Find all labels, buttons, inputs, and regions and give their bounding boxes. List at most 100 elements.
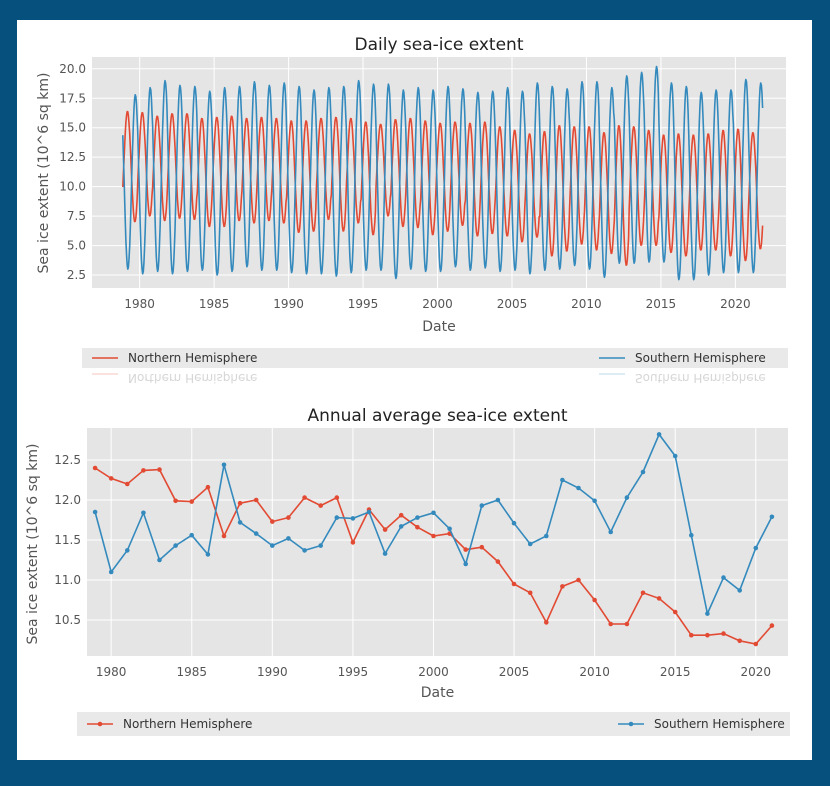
series-southern-hemisphere-point	[270, 543, 275, 548]
series-southern-hemisphere-point	[173, 543, 178, 548]
x-tick-label: 2010	[579, 665, 610, 679]
y-axis-label: Sea ice extent (10^6 sq km)	[36, 73, 52, 274]
series-southern-hemisphere-point	[527, 541, 533, 547]
legend: Northern Hemisphere Northern Hemisphere So…	[82, 348, 788, 385]
x-tick-label: 1985	[199, 297, 230, 311]
series-southern-hemisphere-point	[721, 575, 726, 580]
legend-label: Southern Hemisphere	[654, 717, 785, 731]
x-tick-label: 1990	[273, 297, 304, 311]
y-tick-label: 12.5	[54, 453, 81, 467]
x-tick-label: 2005	[497, 297, 528, 311]
x-tick-label: 2000	[422, 297, 453, 311]
chart-annual: 10.5 11.0 11.5 12.0 12.5 1980 1985 1990 1995 2000…	[25, 406, 790, 736]
series-northern-hemisphere-point	[495, 559, 501, 564]
series-northern-hemisphere-point	[753, 641, 759, 647]
series-southern-hemisphere-point	[769, 514, 775, 520]
series-northern-hemisphere-point	[221, 533, 227, 539]
chart-daily: 2.5 5.0 7.5 10.0 12.5 15.0 17.5 20.0 1980 1985 199…	[36, 35, 788, 385]
series-northern-hemisphere-point	[398, 512, 404, 518]
series-southern-hemisphere-point	[624, 495, 630, 500]
series-southern-hemisphere-point	[415, 515, 420, 520]
series-northern-hemisphere-point	[318, 503, 324, 508]
series-northern-hemisphere-point	[656, 596, 662, 601]
series-southern-hemisphere-point	[141, 510, 146, 516]
series-southern-hemisphere-point	[157, 557, 162, 563]
series-southern-hemisphere-point	[640, 469, 646, 475]
series-northern-hemisphere-point	[689, 632, 694, 638]
series-northern-hemisphere-point	[173, 498, 178, 504]
series-northern-hemisphere-point	[608, 621, 613, 627]
x-tick-label: 2015	[660, 665, 691, 679]
series-northern-hemisphere-point	[721, 631, 726, 636]
series-northern-hemisphere-point	[463, 547, 469, 552]
y-tick-label: 11.0	[54, 573, 81, 587]
series-southern-hemisphere-point	[511, 520, 517, 526]
series-southern-hemisphere-point	[689, 532, 694, 538]
series-southern-hemisphere-point	[205, 552, 211, 557]
series-northern-hemisphere-point	[108, 476, 114, 481]
series-northern-hemisphere-point	[560, 584, 565, 589]
series-southern-hemisphere-point	[253, 531, 259, 536]
series-southern-hemisphere-point	[560, 477, 565, 483]
series-northern-hemisphere-point	[302, 495, 307, 500]
series-northern-hemisphere-point	[737, 638, 742, 644]
legend-reflection-text: Northern Hemisphere	[128, 371, 257, 385]
series-southern-hemisphere-point	[350, 516, 356, 521]
series-southern-hemisphere-point	[189, 532, 194, 538]
series-northern-hemisphere-point	[253, 497, 259, 503]
series-southern-hemisphere-line	[122, 65, 764, 281]
series-southern-hemisphere-point	[479, 503, 485, 508]
series-southern-hemisphere-point	[672, 453, 678, 459]
x-axis-label: Date	[421, 685, 454, 701]
x-tick-label: 1995	[338, 665, 369, 679]
series-northern-hemisphere-point	[286, 515, 291, 520]
series-northern-hemisphere-point	[334, 495, 340, 500]
y-tick-label: 7.5	[67, 209, 86, 223]
series-southern-hemisphere-point	[237, 520, 243, 525]
grid-lines	[87, 428, 788, 656]
chart-title: Annual average sea-ice extent	[307, 406, 567, 426]
legend-reflection-text: Southern Hemisphere	[635, 371, 766, 385]
series-northern-hemisphere-point	[382, 527, 388, 532]
series-southern-hemisphere-point	[108, 569, 114, 575]
y-tick-label: 10.5	[54, 613, 81, 627]
series-southern-hemisphere-point	[366, 509, 372, 515]
series-northern-hemisphere-line	[122, 110, 764, 266]
series-southern-hemisphere-point	[705, 611, 710, 616]
y-tick-label: 12.0	[54, 493, 81, 507]
series-northern-hemisphere-point	[511, 581, 517, 587]
y-tick-label: 10.0	[59, 180, 86, 194]
series-northern-hemisphere-point	[92, 465, 98, 471]
series-northern-hemisphere-point	[415, 524, 420, 530]
series-southern-hemisphere-point	[592, 498, 597, 504]
plot-series	[122, 65, 764, 281]
x-tick-label: 1995	[348, 297, 379, 311]
x-tick-label: 2015	[646, 297, 677, 311]
series-southern-hemisphere-point	[92, 509, 98, 515]
y-axis-label: Sea ice extent (10^6 sq km)	[25, 444, 41, 645]
series-northern-hemisphere-point	[189, 499, 194, 504]
chart-title: Daily sea-ice extent	[354, 35, 523, 55]
series-southern-hemisphere-point	[608, 529, 613, 535]
legend-label: Northern Hemisphere	[123, 717, 252, 731]
x-tick-label: 2020	[740, 665, 771, 679]
series-northern-hemisphere-point	[592, 597, 597, 603]
x-tick-label: 2000	[418, 665, 449, 679]
legend-marker	[97, 721, 103, 727]
y-tick-label: 2.5	[67, 268, 86, 282]
plot-series	[92, 432, 775, 647]
series-northern-hemisphere-point	[640, 590, 646, 596]
series-southern-hemisphere-point	[286, 536, 291, 541]
legend: Northern Hemisphere Southern Hemisphere	[77, 712, 790, 736]
series-southern-hemisphere-point	[463, 561, 469, 567]
y-tick-label: 15.0	[59, 121, 86, 135]
series-northern-hemisphere-point	[270, 519, 275, 524]
x-tick-label: 2020	[720, 297, 751, 311]
x-tick-label: 1980	[124, 297, 155, 311]
series-northern-hemisphere-point	[350, 540, 356, 545]
y-tick-label: 5.0	[67, 239, 86, 253]
series-southern-hemisphere-point	[334, 515, 340, 520]
legend-box	[77, 712, 790, 736]
series-northern-hemisphere-point	[141, 468, 146, 473]
